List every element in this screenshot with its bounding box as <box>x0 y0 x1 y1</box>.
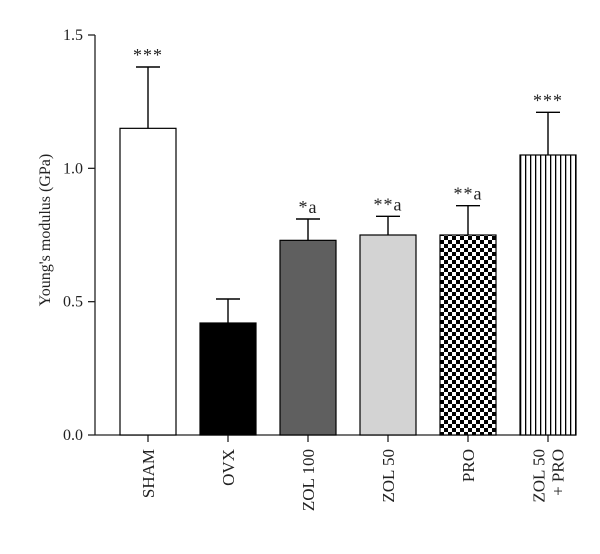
bars <box>119 127 577 436</box>
category-label: ZOL 50 <box>379 449 398 503</box>
bar <box>119 127 177 436</box>
category-labels: SHAM OVX ZOL 100 ZOL 50 PRO ZOL 50 + PRO <box>139 449 568 511</box>
bar <box>199 322 257 436</box>
bar <box>519 154 577 436</box>
y-axis: 0.0 0.5 1.0 1.5 <box>63 27 96 444</box>
y-tick-label: 0.5 <box>63 294 83 311</box>
error-bars <box>136 66 560 323</box>
category-label: ZOL 50 <box>530 449 549 503</box>
significance-label: **a <box>374 194 403 214</box>
category-label: ZOL 100 <box>299 449 318 511</box>
y-axis-label: Young's modulus (GPa) <box>37 154 54 306</box>
significance-label: *** <box>133 45 163 65</box>
bar <box>279 239 337 436</box>
category-label: PRO <box>459 449 478 482</box>
x-axis <box>95 434 576 442</box>
category-label: SHAM <box>139 449 158 498</box>
significance-label: *a <box>299 197 318 217</box>
significance-label: **a <box>454 184 483 204</box>
y-tick-label: 1.0 <box>63 160 83 177</box>
bar <box>439 234 497 436</box>
significance-annotations: *** *a **a **a *** <box>133 45 563 217</box>
category-label: OVX <box>219 449 238 486</box>
category-label: + PRO <box>549 449 568 496</box>
significance-label: *** <box>533 90 563 110</box>
y-tick-label: 0.0 <box>63 427 83 444</box>
bar <box>359 234 417 436</box>
y-tick-label: 1.5 <box>63 27 83 44</box>
